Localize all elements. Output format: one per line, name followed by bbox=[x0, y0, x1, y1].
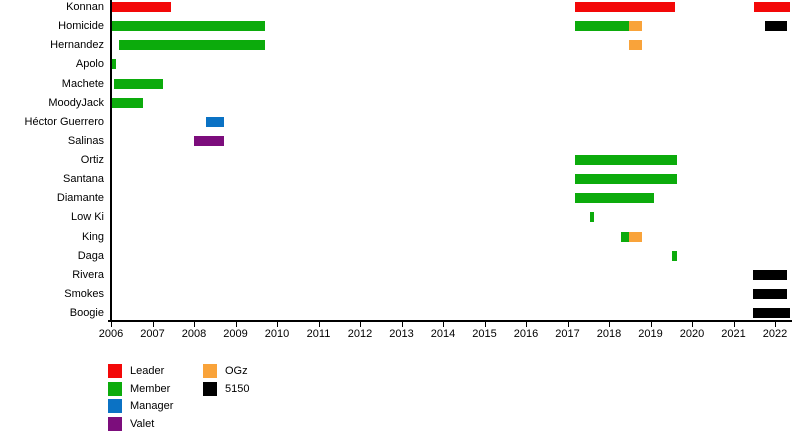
x-tick-label-2008: 2008 bbox=[181, 328, 207, 340]
legend-swatch-leader bbox=[108, 364, 122, 378]
legend-label-ogz: OGz bbox=[225, 365, 248, 377]
legend-label-manager: Manager bbox=[130, 400, 174, 412]
x-tick-label-2019: 2019 bbox=[638, 328, 663, 340]
row-label-smokes: Smokes bbox=[64, 287, 104, 300]
x-tick-label-2006: 2006 bbox=[98, 328, 124, 340]
timeline-bar-apolo-member bbox=[111, 59, 116, 70]
row-label-salinas: Salinas bbox=[67, 134, 104, 147]
timeline-bar-homicide-member bbox=[111, 21, 265, 32]
x-tick-2010 bbox=[277, 322, 278, 327]
row-label-machete: Machete bbox=[61, 77, 104, 90]
timeline-bar-diamante-member bbox=[574, 193, 654, 204]
timeline-bar-daga-member bbox=[672, 250, 678, 261]
x-tick-label-2014: 2014 bbox=[430, 328, 456, 340]
row-label-daga: Daga bbox=[77, 249, 104, 262]
row-label-h-ctor-guerrero: Héctor Guerrero bbox=[24, 115, 104, 128]
x-tick-label-2007: 2007 bbox=[140, 328, 165, 340]
timeline-bar-homicide-ogz bbox=[628, 21, 643, 32]
x-tick-label-2015: 2015 bbox=[472, 328, 497, 340]
x-tick-2011 bbox=[318, 322, 320, 327]
x-tick-2016 bbox=[526, 322, 527, 327]
timeline-bar-low-ki-member bbox=[589, 212, 595, 223]
row-label-apolo: Apolo bbox=[75, 58, 104, 71]
x-tick-label-2010: 2010 bbox=[264, 328, 290, 340]
row-label-ortiz: Ortiz bbox=[80, 154, 104, 166]
timeline-bar-king-member bbox=[621, 231, 629, 242]
x-tick-2013 bbox=[401, 322, 403, 327]
x-tick-label-2013: 2013 bbox=[389, 328, 414, 340]
x-tick-label-2021: 2021 bbox=[721, 328, 746, 340]
row-label-santana: Santana bbox=[63, 173, 104, 186]
timeline-bar-homicide-5150 bbox=[765, 21, 788, 32]
legend-label-valet: Valet bbox=[130, 417, 155, 430]
x-tick-2014 bbox=[443, 322, 444, 327]
timeline-bar-salinas-valet bbox=[194, 135, 224, 146]
timeline-bar-boogie-5150 bbox=[753, 308, 790, 318]
x-tick-2020 bbox=[692, 322, 693, 327]
y-axis-line bbox=[110, 0, 112, 320]
timeline-bar-konnan-leader bbox=[574, 2, 676, 12]
legend-label-5150: 5150 bbox=[225, 382, 250, 395]
x-tick-2012 bbox=[360, 322, 361, 327]
x-tick-2017 bbox=[567, 322, 569, 327]
row-label-boogie: Boogie bbox=[69, 307, 104, 319]
row-label-konnan: Konnan bbox=[66, 1, 104, 13]
x-tick-2022 bbox=[775, 322, 776, 327]
row-label-hernandez: Hernandez bbox=[50, 39, 104, 52]
x-tick-2009 bbox=[235, 322, 237, 327]
row-label-diamante: Diamante bbox=[56, 192, 104, 205]
legend-label-member: Member bbox=[130, 382, 171, 395]
timeline-bar-smokes-5150 bbox=[753, 288, 788, 299]
x-tick-label-2016: 2016 bbox=[513, 328, 539, 340]
row-label-homicide: Homicide bbox=[58, 20, 104, 33]
row-label-moodyjack: MoodyJack bbox=[48, 96, 104, 109]
x-tick-label-2018: 2018 bbox=[596, 328, 622, 340]
timeline-bar-hernandez-member bbox=[119, 40, 265, 51]
x-tick-label-2022: 2022 bbox=[762, 328, 788, 340]
timeline-bar-moodyjack-member bbox=[111, 97, 143, 108]
x-tick-label-2017: 2017 bbox=[555, 328, 580, 340]
row-label-king: King bbox=[81, 230, 104, 243]
x-tick-2019 bbox=[650, 322, 652, 327]
legend-swatch-member bbox=[108, 381, 122, 396]
timeline-bar-hernandez-ogz bbox=[628, 40, 643, 51]
x-tick-2007 bbox=[152, 322, 154, 327]
x-tick-2008 bbox=[194, 322, 195, 327]
timeline-bar-rivera-5150 bbox=[753, 269, 788, 280]
legend-label-leader: Leader bbox=[130, 365, 165, 377]
x-tick-2018 bbox=[609, 322, 610, 327]
timeline-bar-konnan-leader bbox=[754, 2, 790, 12]
timeline-bar-king-ogz bbox=[628, 231, 643, 242]
timeline-bar-santana-member bbox=[574, 174, 678, 185]
x-axis-line bbox=[108, 320, 792, 322]
timeline-bar-h-ctor-guerrero-manager bbox=[206, 116, 224, 127]
legend-swatch-manager bbox=[108, 399, 122, 413]
legend-swatch-ogz bbox=[203, 364, 217, 378]
legend-swatch-5150 bbox=[203, 381, 217, 396]
row-label-low-ki: Low Ki bbox=[70, 211, 104, 224]
timeline-bar-ortiz-member bbox=[574, 155, 678, 165]
x-tick-2006 bbox=[111, 322, 112, 327]
timeline-bar-machete-member bbox=[114, 78, 163, 89]
timeline-bar-konnan-leader bbox=[111, 2, 172, 12]
timeline-bar-homicide-member bbox=[574, 21, 629, 32]
row-label-rivera: Rivera bbox=[72, 268, 104, 281]
x-tick-label-2020: 2020 bbox=[679, 328, 705, 340]
x-tick-label-2009: 2009 bbox=[223, 328, 248, 340]
x-tick-label-2012: 2012 bbox=[347, 328, 373, 340]
x-tick-2015 bbox=[484, 322, 486, 327]
legend-swatch-valet bbox=[108, 416, 122, 431]
x-tick-label-2011: 2011 bbox=[306, 328, 331, 340]
x-tick-2021 bbox=[733, 322, 735, 327]
